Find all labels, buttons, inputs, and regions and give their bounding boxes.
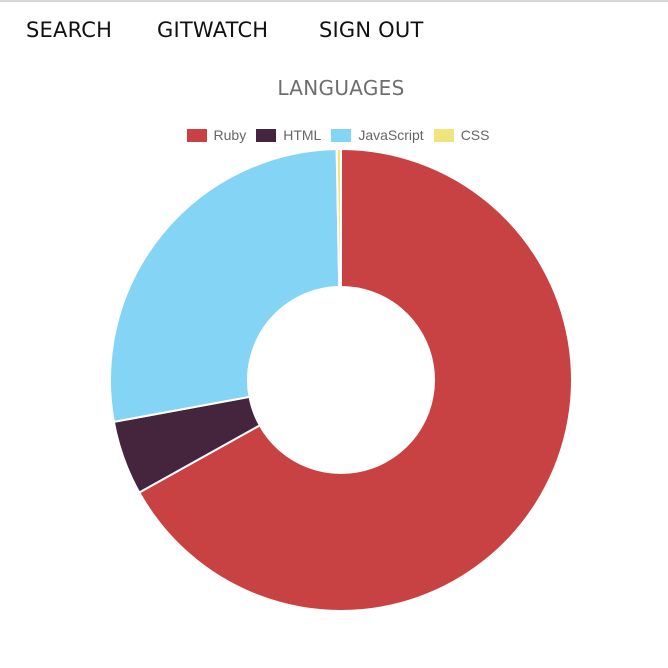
chart-legend: Ruby HTML JavaScript CSS (0, 127, 668, 143)
top-nav: SEARCH GITWATCH SIGN OUT (0, 0, 668, 64)
legend-item-html[interactable]: HTML (256, 127, 321, 143)
legend-item-css[interactable]: CSS (433, 127, 490, 143)
top-border (0, 0, 668, 2)
nav-gitwatch-link[interactable]: GITWATCH (157, 18, 269, 42)
donut-slice-ruby[interactable] (137, 147, 573, 612)
legend-item-javascript[interactable]: JavaScript (331, 127, 424, 143)
legend-swatch-html (256, 128, 277, 142)
legend-swatch-javascript (331, 128, 352, 142)
legend-label-css: CSS (460, 127, 490, 143)
donut-slice-css[interactable] (335, 147, 342, 289)
legend-label-html: HTML (283, 127, 322, 143)
chart-title: LANGUAGES (277, 76, 405, 100)
legend-label-ruby: Ruby (213, 127, 247, 143)
legend-item-ruby[interactable]: Ruby (186, 127, 247, 143)
donut-slice-javascript[interactable] (109, 148, 341, 424)
legend-swatch-css (433, 128, 454, 142)
legend-label-javascript: JavaScript (358, 127, 424, 143)
nav-search-link[interactable]: SEARCH (26, 18, 113, 42)
nav-signout-link[interactable]: SIGN OUT (319, 18, 424, 42)
legend-swatch-ruby (186, 128, 207, 142)
